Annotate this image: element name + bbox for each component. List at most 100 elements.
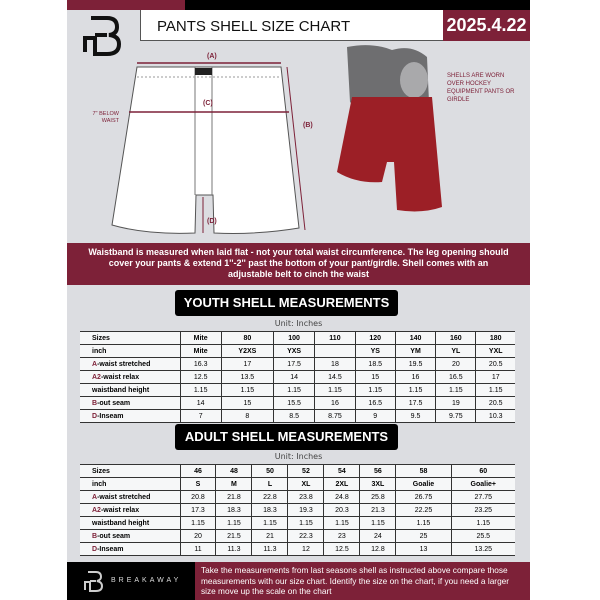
table-cell: 140	[394, 331, 436, 345]
table-cell: 46	[179, 464, 216, 478]
adult-unit: Unit: Inches	[274, 452, 323, 461]
measure-key: A	[92, 493, 98, 501]
table-cell: 11	[179, 542, 216, 556]
table-cell: 21.3	[359, 503, 396, 517]
table-cell: 17.3	[179, 503, 216, 517]
top-accent-bar	[67, 0, 185, 10]
table-cell: 12.5	[323, 542, 360, 556]
size-chart-page: PANTS SHELL SIZE CHART 2025.4.22 (A) (C)…	[67, 0, 530, 600]
row-label: Sizes	[80, 464, 180, 478]
table-cell: 56	[359, 464, 396, 478]
table-cell: YXL	[475, 344, 515, 358]
measure-label: inch	[92, 347, 107, 355]
table-cell: 18	[314, 357, 356, 371]
table-cell: 22.8	[251, 490, 288, 504]
table-cell: S	[179, 477, 216, 491]
row-label: A2-waist relax	[80, 503, 180, 517]
adult-section-title: ADULT SHELL MEASUREMENTS	[175, 424, 398, 450]
table-row: inch S M L XL 2XL 3XL Goalie Goalie+	[80, 477, 515, 491]
row-label: waistband height	[80, 383, 180, 397]
table-cell: 16.5	[435, 370, 476, 384]
table-cell: 25.8	[359, 490, 396, 504]
table-cell: 17	[475, 370, 515, 384]
label-d: (D)	[207, 218, 217, 225]
table-cell: 1.15	[450, 516, 515, 530]
table-cell: Mite	[179, 331, 222, 345]
label-a: (A)	[207, 53, 217, 60]
table-cell: 54	[323, 464, 360, 478]
table-cell: 9.5	[394, 409, 436, 423]
table-cell: 18.5	[354, 357, 396, 371]
table-row: A-waist stretched 16.3 17 17.5 18 18.5 19.5 20 2…	[80, 357, 515, 371]
measure-key: A2	[92, 373, 101, 381]
measure-label: -Inseam	[97, 412, 124, 420]
table-cell: 1.15	[272, 383, 315, 397]
table-cell: 18.3	[215, 503, 252, 517]
table-cell: 1.15	[215, 516, 252, 530]
table-cell: 8.5	[272, 409, 315, 423]
table-cell: 58	[395, 464, 452, 478]
table-cell: 21.8	[215, 490, 252, 504]
table-cell: 19.5	[394, 357, 436, 371]
measure-key: A2	[92, 506, 101, 514]
table-cell: 9.75	[435, 409, 476, 423]
table-cell	[314, 344, 356, 358]
measure-label: -out seam	[97, 399, 131, 407]
measure-label: inch	[92, 480, 107, 488]
table-cell: 15	[220, 396, 274, 410]
table-cell: 50	[251, 464, 288, 478]
table-cell: 1.15	[323, 516, 360, 530]
table-cell: 14	[272, 370, 315, 384]
table-cell: 48	[215, 464, 252, 478]
page-title: PANTS SHELL SIZE CHART	[140, 10, 443, 41]
table-row: inch Mite Y2XS YXS YS YM YL YXL	[80, 344, 515, 358]
table-cell: 12	[287, 542, 324, 556]
table-cell: 16.5	[354, 396, 396, 410]
pants-photo	[337, 45, 442, 212]
measure-label: -waist relax	[100, 373, 140, 381]
table-cell: 10.3	[475, 409, 515, 423]
row-label: A-waist stretched	[80, 490, 180, 504]
youth-unit: Unit: Inches	[274, 319, 323, 328]
table-cell: 1.15	[287, 516, 324, 530]
table-cell: 20	[179, 529, 216, 543]
table-row: waistband height 1.15 1.15 1.15 1.15 1.15 1.15…	[80, 383, 515, 397]
label-c: (C)	[203, 100, 213, 107]
measure-label: -waist stretched	[97, 493, 151, 501]
table-row: A2-waist relax 17.3 18.3 18.3 19.3 20.3 21.3 22…	[80, 503, 515, 517]
table-cell: 16.3	[179, 357, 222, 371]
breakaway-logo-icon	[83, 16, 122, 56]
row-label: A2-waist relax	[80, 370, 180, 384]
table-cell: 60	[450, 464, 515, 478]
measure-label: -waist relax	[100, 506, 140, 514]
measure-label: waistband height	[92, 519, 150, 527]
table-cell: 7	[179, 409, 222, 423]
table-cell: Goalie+	[450, 477, 515, 491]
measure-label: -Inseam	[97, 545, 124, 553]
measure-label: waistband height	[92, 386, 150, 394]
table-cell: 24.8	[323, 490, 360, 504]
table-cell: 1.15	[435, 383, 476, 397]
row-label: A-waist stretched	[80, 357, 180, 371]
table-cell: 17	[220, 357, 274, 371]
table-cell: 16	[314, 396, 356, 410]
table-cell: 13.5	[220, 370, 274, 384]
table-row: D-Inseam 7 8 8.5 8.75 9 9.5 9.75 10.3	[80, 409, 515, 423]
table-cell: Y2XS	[220, 344, 274, 358]
youth-size-table: Sizes Mite 80 100 110 120 140 160 180 inch Mite Y2X…	[80, 331, 515, 423]
table-cell: 23.25	[450, 503, 515, 517]
table-cell: 110	[314, 331, 356, 345]
breakaway-footer-logo-icon	[84, 571, 104, 592]
table-cell: 12.5	[179, 370, 222, 384]
table-cell: 11.3	[215, 542, 252, 556]
table-cell: 2XL	[323, 477, 360, 491]
table-cell: 13.25	[450, 542, 515, 556]
table-cell: 20.5	[475, 396, 515, 410]
table-cell: 20	[435, 357, 476, 371]
table-row: D-Inseam 11 11.3 11.3 12 12.5 12.8 13 13.25	[80, 542, 515, 556]
table-cell: 1.15	[394, 383, 436, 397]
pants-diagram	[111, 62, 306, 234]
table-cell: 180	[475, 331, 515, 345]
footer-brand: BREAKAWAY	[111, 577, 182, 584]
table-row: Sizes Mite 80 100 110 120 140 160 180	[80, 331, 515, 345]
